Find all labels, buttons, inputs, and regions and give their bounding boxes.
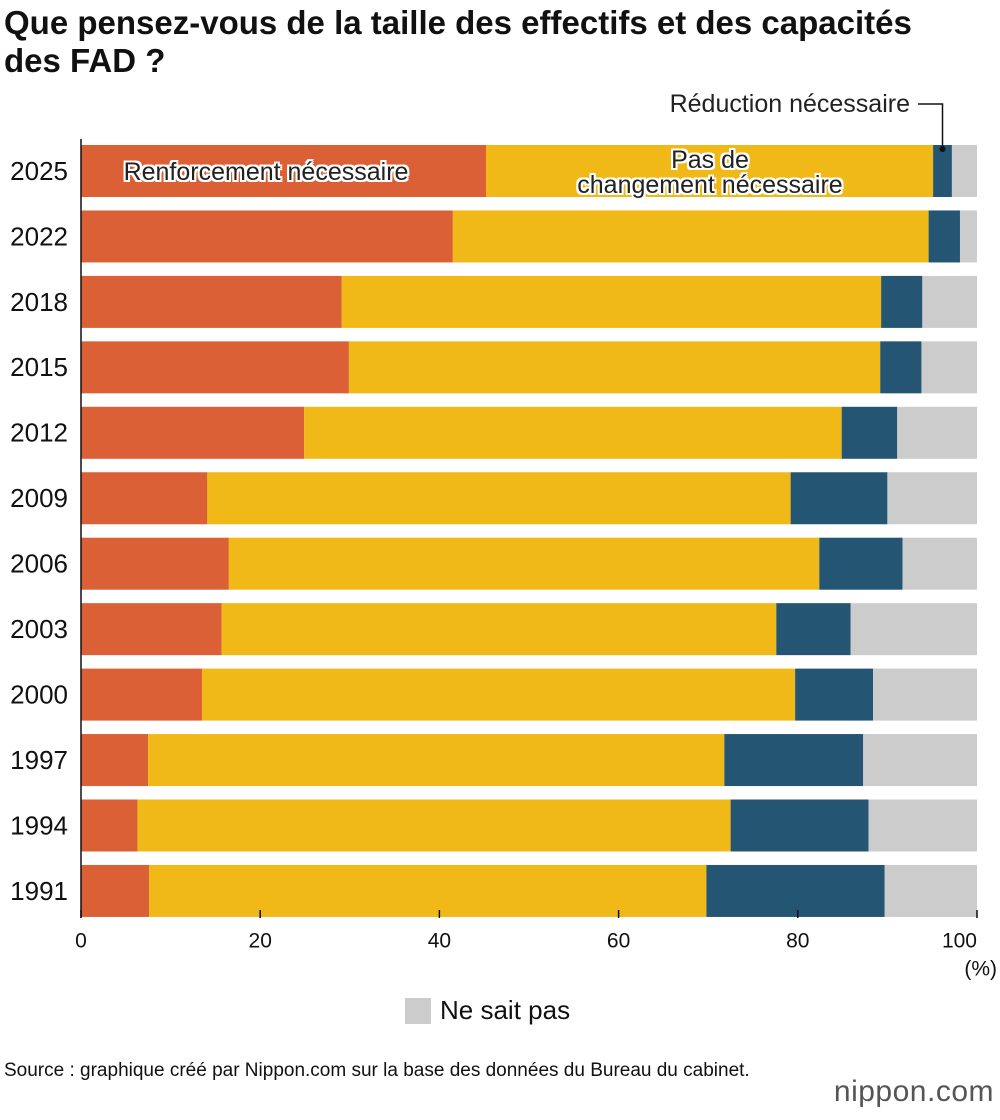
bar-segment xyxy=(880,341,922,394)
leader-line xyxy=(918,103,944,149)
bar-segment xyxy=(790,472,888,525)
y-tick-label: 2015 xyxy=(10,352,68,382)
x-tick-label: 20 xyxy=(249,930,272,953)
bar-segment xyxy=(81,341,349,394)
bar-segment xyxy=(933,145,952,197)
bar-segment xyxy=(928,210,960,263)
bar-segment xyxy=(863,734,977,787)
bar-segment xyxy=(776,603,851,656)
x-tick-label: 40 xyxy=(428,930,451,953)
x-tick-label: 100 xyxy=(942,930,977,953)
x-axis-unit: (%) xyxy=(964,958,997,981)
y-tick-label: 2012 xyxy=(10,418,68,448)
bar-segment xyxy=(873,668,977,721)
bar-segment xyxy=(485,145,934,197)
bar-segment xyxy=(81,537,229,590)
y-tick-label: 2018 xyxy=(10,287,68,317)
bar-segment xyxy=(81,145,486,197)
bar-segment xyxy=(452,210,929,263)
bar-segment xyxy=(201,668,796,721)
y-tick-label: 2022 xyxy=(10,221,68,251)
bar-segment xyxy=(902,537,977,590)
bar-segment xyxy=(81,472,208,525)
y-tick-label: 2025 xyxy=(10,156,68,186)
bar-segment xyxy=(81,864,150,917)
source: Source : graphique créé par Nippon.com s… xyxy=(4,1060,750,1081)
bar-segment xyxy=(348,341,881,394)
legend-label: Ne sait pas xyxy=(440,995,570,1025)
bar-segment xyxy=(730,799,869,852)
bar-segment xyxy=(841,406,898,459)
bar-segment xyxy=(884,864,977,917)
bar-segment xyxy=(81,210,453,263)
legend-swatch xyxy=(405,998,431,1024)
bar-segment xyxy=(795,668,874,721)
y-tick-label: 2009 xyxy=(10,483,68,513)
bar-segment xyxy=(959,210,977,263)
bar-segment xyxy=(149,864,707,917)
series-label: Pas de changement nécessaire xyxy=(577,146,843,199)
bar-segment xyxy=(207,472,791,525)
bar-segment xyxy=(951,145,977,197)
bar-segment xyxy=(81,668,202,721)
bar-segment xyxy=(724,734,864,787)
bar-segment xyxy=(228,537,820,590)
bar-segment xyxy=(706,864,885,917)
bar-segment xyxy=(148,734,725,787)
y-tick-label: 1997 xyxy=(10,745,68,775)
y-tick-label: 2000 xyxy=(10,679,68,709)
leader-dot xyxy=(939,146,946,152)
bar-segment xyxy=(887,472,977,525)
y-tick-label: 1991 xyxy=(10,876,68,906)
bar-segment xyxy=(221,603,777,656)
bar-segment xyxy=(341,275,882,328)
bar-segment xyxy=(897,406,977,459)
bar-segment xyxy=(881,275,923,328)
chart-title: Que pensez-vous de la taille des effecti… xyxy=(4,4,912,79)
series-label: Renforcement nécessaire xyxy=(123,158,409,186)
bar-segment xyxy=(922,275,977,328)
series-label: Réduction nécessaire xyxy=(669,90,910,118)
x-tick-label: 0 xyxy=(75,930,87,953)
y-tick-label: 2003 xyxy=(10,614,68,644)
bar-segment xyxy=(868,799,977,852)
y-tick-label: 1994 xyxy=(10,810,68,840)
bar-segment xyxy=(850,603,977,656)
bar-segment xyxy=(81,603,222,656)
bar-segment xyxy=(81,734,149,787)
bar-segment xyxy=(819,537,903,590)
bar-segment xyxy=(81,406,305,459)
logo: nippon.com xyxy=(833,1075,994,1108)
bar-segment xyxy=(81,799,138,852)
bar-segment xyxy=(304,406,842,459)
bar-segment xyxy=(137,799,731,852)
bar-segment xyxy=(921,341,977,394)
bar-segment xyxy=(81,275,342,328)
x-tick-label: 80 xyxy=(786,930,809,953)
x-tick-label: 60 xyxy=(607,930,630,953)
y-tick-label: 2006 xyxy=(10,549,68,579)
